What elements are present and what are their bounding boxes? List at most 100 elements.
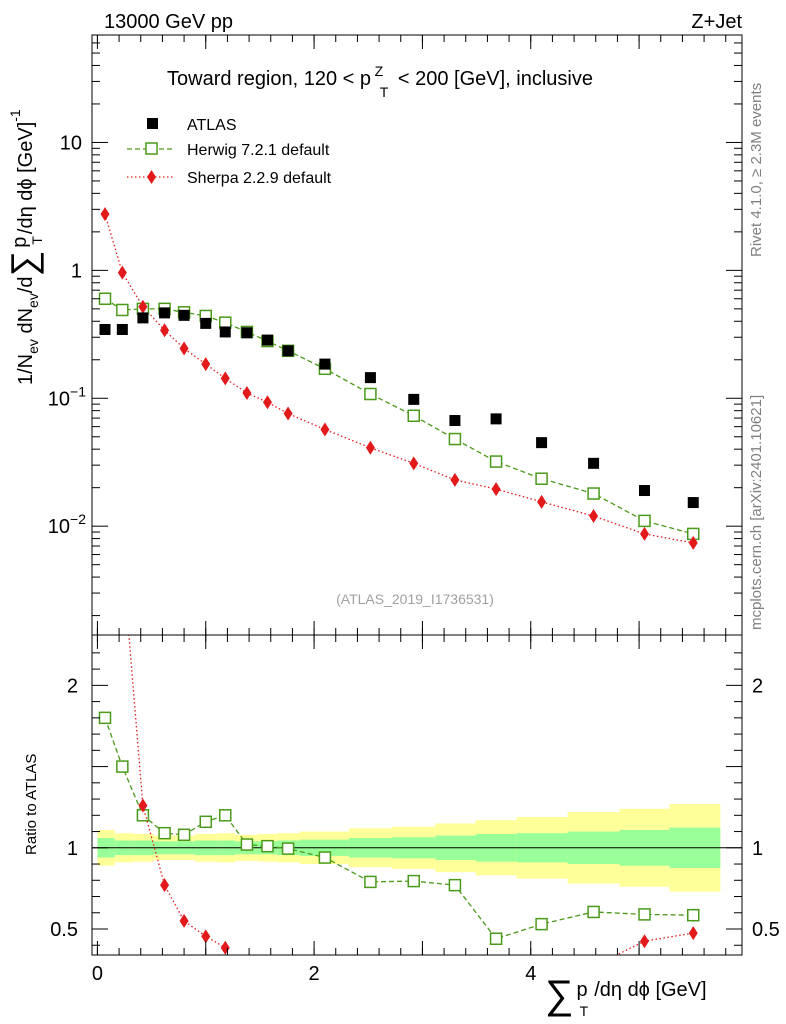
sherpa-point xyxy=(537,494,547,509)
herwig-ratio-point xyxy=(364,875,377,889)
herwig-point xyxy=(535,472,548,485)
legend-atlas-marker xyxy=(147,118,158,129)
atlas-point xyxy=(639,485,650,497)
analysis-id: (ATLAS_2019_I1736531) xyxy=(336,591,494,607)
ratio-y-tick-label-right: 0.5 xyxy=(752,919,780,941)
herwig-ratio-point xyxy=(489,932,503,946)
sherpa-point xyxy=(450,472,460,487)
sherpa-ratio-point xyxy=(589,959,598,973)
legend-sherpa-label: Sherpa 2.2.9 default xyxy=(187,170,332,187)
herwig-ratio-point xyxy=(407,874,420,888)
atlas-point xyxy=(536,437,548,449)
ratio-y-tick-label: 1 xyxy=(67,838,78,860)
atlas-point xyxy=(408,393,420,405)
sherpa-ratio-point xyxy=(160,878,170,893)
atlas-point xyxy=(319,358,331,370)
sherpa-point xyxy=(117,265,127,280)
herwig-ratio-point xyxy=(261,839,274,853)
legend-sherpa-marker xyxy=(147,170,156,184)
sherpa-point xyxy=(179,341,189,356)
sherpa-point xyxy=(283,406,293,421)
plot-title-prefix: Toward region, 120 < p xyxy=(167,68,371,90)
main-ylabel: 1/Nev dNev/d∑pT/dη dϕ [GeV]-1 xyxy=(3,109,45,385)
plot-title-suffix: < 200 [GeV], inclusive xyxy=(398,68,593,90)
herwig-ratio-point xyxy=(116,760,129,773)
process-label: Z+Jet xyxy=(691,11,742,33)
herwig-ratio-point xyxy=(281,842,295,855)
sherpa-ratio-point xyxy=(220,940,230,955)
ratio-y-tick-label: 0.5 xyxy=(50,919,78,941)
atlas-point xyxy=(116,323,128,335)
herwig-ratio-point xyxy=(98,711,112,725)
ratio-y-tick-label: 2 xyxy=(67,675,78,697)
sherpa-ratio-point xyxy=(688,926,698,941)
herwig-point xyxy=(364,387,377,401)
atlas-point xyxy=(159,307,171,319)
main-y-tick-label: 10−1 xyxy=(48,383,86,410)
ratio-y-tick-label-right: 2 xyxy=(752,675,763,697)
atlas-point xyxy=(99,323,111,335)
herwig-ratio-point xyxy=(177,828,191,842)
atlas-point xyxy=(262,334,273,346)
atlas-point xyxy=(364,372,376,384)
x-axis-label: ∑ p T/dη dϕ [GeV] xyxy=(545,973,707,1019)
atlas-point xyxy=(588,457,600,469)
sherpa-point xyxy=(320,422,330,437)
main-plot-area xyxy=(98,207,700,550)
ratio-axes: 2 2 1 1 0.5 0.5 0 2 4 xyxy=(50,635,780,985)
sherpa-point xyxy=(640,526,649,541)
atlas-point xyxy=(687,497,699,509)
main-y-tick-label-exp: −2 xyxy=(70,511,86,527)
atlas-point xyxy=(282,345,294,357)
x-tick-label: 2 xyxy=(309,963,320,985)
herwig-point xyxy=(98,292,112,305)
herwig-ratio-point xyxy=(158,826,171,840)
atlas-point xyxy=(137,312,149,324)
ratio-frame xyxy=(91,634,743,956)
herwig-ratio-point xyxy=(638,908,651,921)
herwig-ratio-point xyxy=(448,878,462,892)
collision-label: 13000 GeV pp xyxy=(104,11,233,33)
herwig-point xyxy=(407,409,420,423)
sherpa-ratio-point xyxy=(640,934,649,949)
legend-herwig-label: Herwig 7.2.1 default xyxy=(187,142,330,159)
legend-herwig-marker xyxy=(145,142,158,155)
sherpa-point xyxy=(100,207,110,222)
legend: ATLAS Herwig 7.2.1 default Sherpa 2.2.9 … xyxy=(127,117,332,187)
sherpa-point xyxy=(409,456,419,471)
herwig-ratio-point xyxy=(687,908,700,922)
herwig-ratio-point xyxy=(587,905,600,919)
sherpa-point xyxy=(491,482,501,497)
herwig-ratio-point xyxy=(535,917,548,931)
main-y-tick-label-exp: −1 xyxy=(70,383,86,399)
herwig-point xyxy=(638,514,651,528)
herwig-point xyxy=(116,303,129,317)
sherpa-point xyxy=(263,395,272,410)
ratio-plot-area xyxy=(92,635,742,973)
ratio-panel: 2 2 1 1 0.5 0.5 0 2 4 Ratio to ATLAS xyxy=(23,634,780,985)
herwig-point xyxy=(489,455,503,468)
ratio-ylabel: Ratio to ATLAS xyxy=(23,754,40,855)
x-tick-label: 0 xyxy=(92,963,103,985)
atlas-point xyxy=(200,317,212,329)
sherpa-point xyxy=(688,535,698,550)
sherpa-ratio-point xyxy=(138,798,148,813)
plot-title-sup: Z xyxy=(375,63,384,79)
atlas-point xyxy=(219,326,231,338)
sherpa-point xyxy=(138,299,148,314)
atlas-point xyxy=(490,413,502,425)
sherpa-ratio-point xyxy=(179,913,189,928)
herwig-ratio-point xyxy=(240,838,254,851)
sherpa-point xyxy=(160,323,170,338)
herwig-line xyxy=(104,298,694,535)
herwig-ratio-point xyxy=(199,815,212,829)
herwig-ratio-point xyxy=(318,851,332,864)
ratio-y-tick-label-right: 1 xyxy=(752,838,763,860)
atlas-point xyxy=(449,415,461,427)
mcplots-label: mcplots.cern.ch [arXiv:2401.10621] xyxy=(748,395,765,630)
main-y-tick-label-base: 10 xyxy=(48,516,70,538)
sherpa-point xyxy=(589,509,599,524)
